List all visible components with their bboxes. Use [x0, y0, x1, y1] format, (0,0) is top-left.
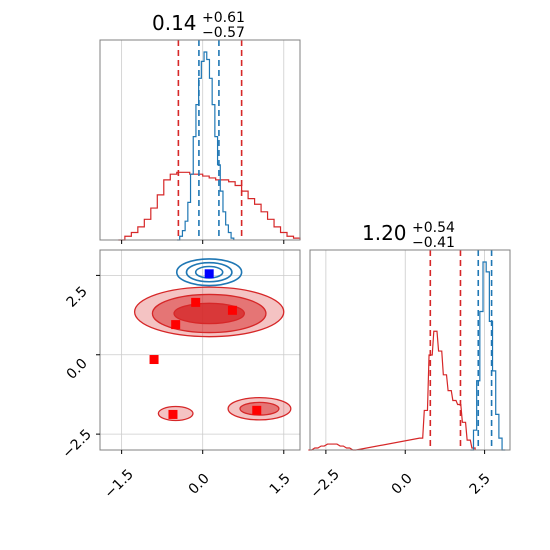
- title-param-1-plus: +0.61: [202, 10, 245, 26]
- joint-x-tick-label: −1.5: [101, 466, 136, 501]
- blue-density-contour: [185, 261, 233, 283]
- title-param-2-plus: +0.54: [412, 220, 455, 236]
- blue-point-marker: [204, 269, 214, 279]
- marginal-param-1-panel: [99, 39, 301, 244]
- marginal-x-tick-label: 0.0: [389, 471, 416, 498]
- red-point-marker: [191, 297, 201, 307]
- marginal-x-tick-label: 2.5: [467, 471, 494, 498]
- joint-x-tick-label: 1.5: [267, 471, 294, 498]
- red-histogram-param-2: [308, 330, 476, 451]
- joint-frame: [99, 249, 301, 451]
- title-param-1-minus: −0.57: [202, 25, 245, 41]
- joint-x-tick-label: 0.0: [186, 471, 213, 498]
- joint-y-tick-label: −2.5: [59, 426, 94, 461]
- marginal-x-tick-label: −2.5: [307, 466, 342, 501]
- joint-panel: [96, 249, 301, 454]
- red-point-marker: [168, 409, 178, 419]
- red-point-marker: [252, 405, 262, 415]
- red-point-marker: [149, 355, 159, 365]
- blue-density-contour: [175, 258, 243, 287]
- joint-y-tick-label: 2.5: [64, 284, 91, 311]
- title-param-1-median: 0.14: [152, 11, 197, 35]
- joint-y-tick-label: 0.0: [64, 356, 91, 383]
- title-param-2-minus: −0.41: [412, 235, 455, 251]
- blue-histogram-param-1: [177, 51, 235, 241]
- marginal-param-2-panel: [308, 249, 511, 454]
- blue-histogram-param-2: [470, 261, 506, 451]
- red-histogram-param-1: [118, 171, 301, 241]
- red-point-marker: [171, 320, 181, 330]
- marginal-param-2-frame: [309, 249, 511, 451]
- title-param-2-median: 1.20: [362, 221, 407, 245]
- red-density-contour: [173, 302, 245, 325]
- marginal-param-1-frame: [99, 39, 301, 241]
- red-point-marker: [227, 305, 237, 315]
